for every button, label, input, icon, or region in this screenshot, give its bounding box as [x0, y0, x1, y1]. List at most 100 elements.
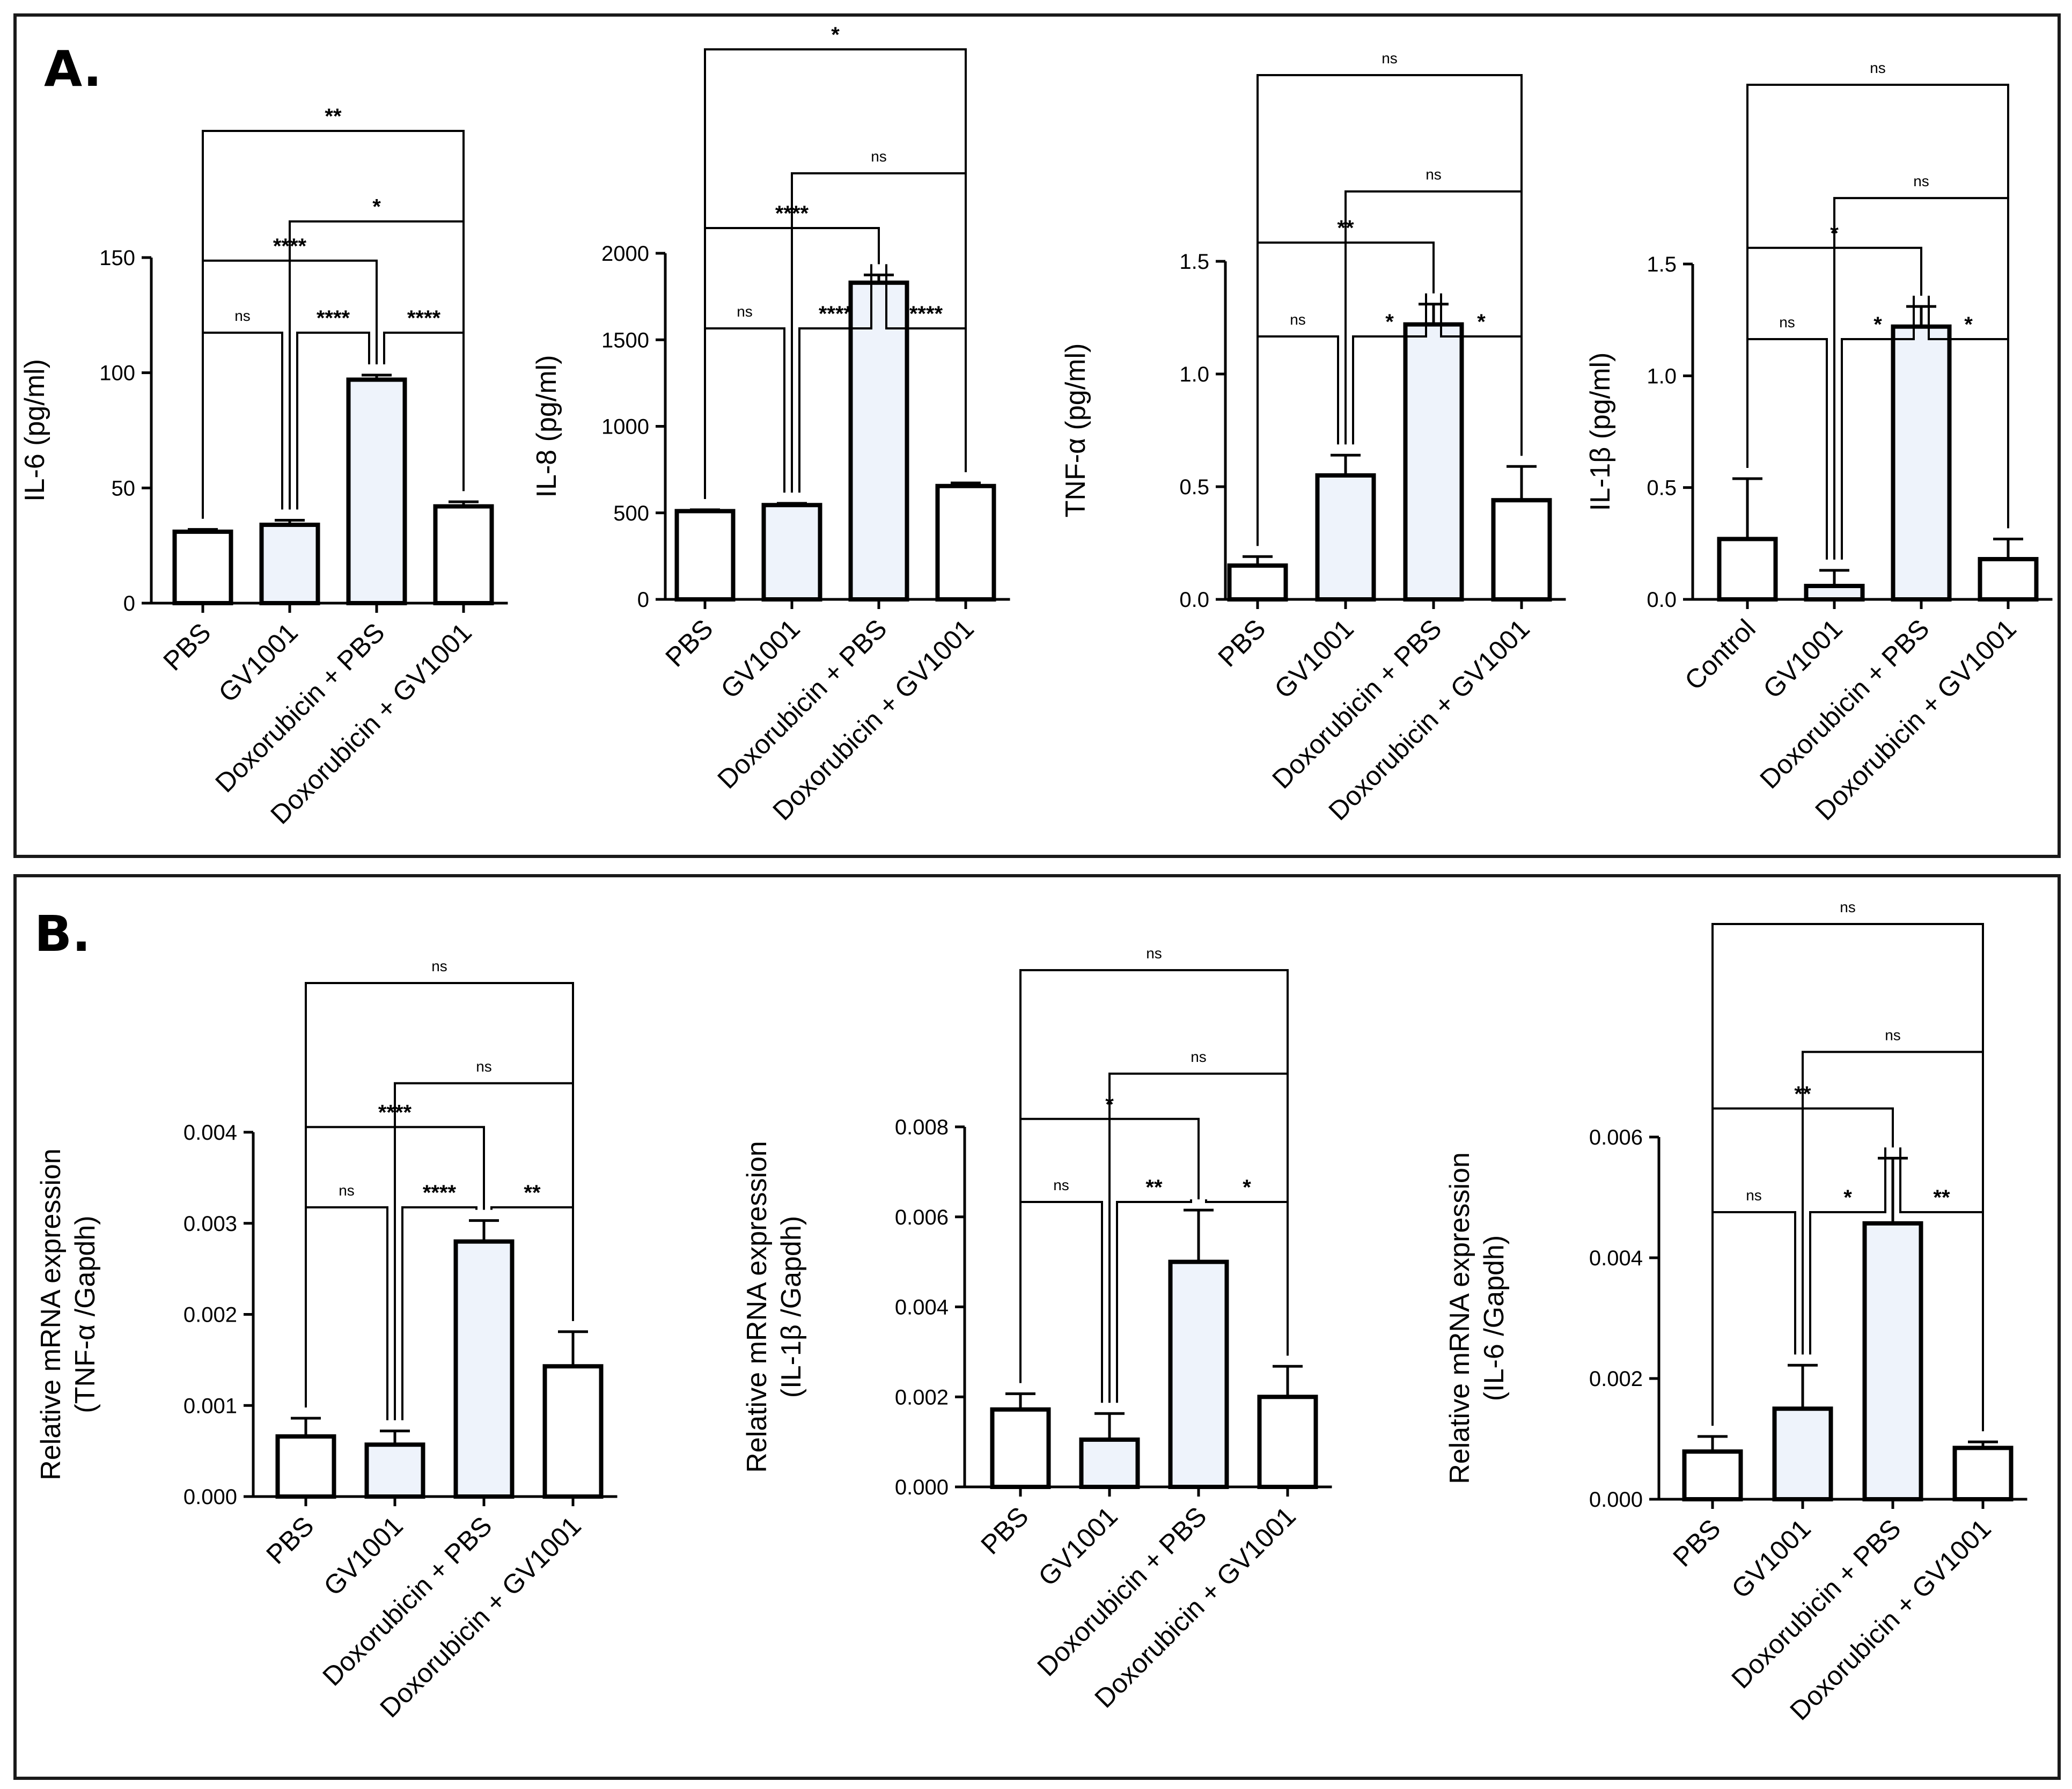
y-tick-label: 100	[99, 362, 135, 385]
bar	[1257, 1395, 1318, 1489]
significance-label: *	[1385, 310, 1394, 334]
significance-label: ns	[431, 958, 447, 974]
y-tick-label: 1000	[601, 415, 649, 439]
panel-b-label: B.	[34, 905, 91, 963]
significance-label: ns	[1779, 314, 1795, 331]
panel-a-label: A.	[44, 40, 102, 98]
y-tick-label: 500	[613, 502, 649, 525]
category-label: PBS	[1667, 1513, 1726, 1572]
y-tick-label: 0.003	[183, 1212, 237, 1236]
y-tick-label: 1.5	[1179, 250, 1209, 274]
significance-bracket	[202, 130, 465, 519]
y-tick-label: 2000	[601, 242, 649, 266]
bar	[935, 483, 996, 602]
chart-tnfa-protein: 0.0 0.5 1.0 1.5 TNF-α (pg/ml) PBSGV1001Doxoru…	[1060, 50, 1566, 826]
significance-label: *	[1477, 310, 1486, 334]
significance-label: **	[1933, 1186, 1950, 1209]
y-tick-label: 0.5	[1647, 476, 1677, 500]
bar	[1403, 322, 1464, 602]
y-axis-label: IL-8 (pg/ml)	[531, 355, 562, 498]
category-label: Doxorubicin + PBS	[1754, 613, 1935, 794]
bar	[1168, 1259, 1229, 1489]
y-tick-label: 0	[637, 588, 649, 612]
significance-label: *	[1873, 313, 1882, 336]
y-axis-label: Relative mRNA expression	[741, 1141, 773, 1472]
y-tick-label: 0.004	[895, 1296, 949, 1319]
bar	[1772, 1406, 1833, 1501]
y-tick-label: 0.006	[895, 1206, 949, 1229]
significance-bracket	[1711, 923, 1984, 1432]
significance-label: ns	[1053, 1177, 1069, 1193]
bar	[172, 529, 233, 606]
bar	[1717, 537, 1778, 602]
bar	[1891, 324, 1952, 602]
y-axis-label: (TNF-α /Gapdh)	[70, 1215, 101, 1413]
bar	[674, 509, 736, 602]
significance-label: ns	[339, 1182, 355, 1199]
significance-label: ns	[1870, 60, 1886, 76]
significance-label: *	[1243, 1176, 1251, 1199]
significance-label: ns	[1746, 1187, 1762, 1204]
y-tick-label: 0.000	[895, 1476, 949, 1499]
category-label: Doxorubicin + PBS	[317, 1511, 497, 1691]
y-tick-label: 0.000	[1589, 1488, 1643, 1512]
significance-bracket	[401, 1206, 477, 1420]
chart-il1b-mrna: 0.000 0.002 0.004 0.006 0.008 Relative mRNA e…	[741, 945, 1332, 1713]
y-tick-label: 0	[123, 592, 135, 615]
bar	[346, 377, 407, 606]
category-label: GV1001	[1268, 613, 1359, 704]
significance-bracket	[704, 48, 967, 499]
bar	[1682, 1449, 1743, 1501]
significance-bracket	[1809, 1147, 1886, 1355]
bar	[1978, 557, 2039, 602]
significance-bracket	[296, 332, 370, 510]
bar	[1952, 1446, 2014, 1501]
significance-bracket	[704, 327, 785, 499]
category-label: Doxorubicin + PBS	[209, 617, 390, 798]
y-tick-label: 0.0	[1647, 588, 1677, 612]
bar	[1227, 563, 1288, 602]
significance-label: ****	[909, 302, 943, 326]
chart-tnfa-mrna: 0.000 0.001 0.002 0.003 0.004 Relative mRNA e…	[35, 958, 618, 1723]
significance-label: ns	[1191, 1049, 1207, 1065]
significance-label: ns	[1382, 50, 1398, 67]
category-label: GV1001	[1032, 1501, 1123, 1592]
significance-bracket	[1257, 74, 1523, 546]
significance-label: *	[372, 195, 381, 219]
y-tick-label: 0.008	[895, 1116, 949, 1139]
category-label: GV1001	[318, 1511, 408, 1601]
bar	[761, 503, 822, 602]
significance-label: **	[1145, 1176, 1163, 1199]
bar	[1862, 1221, 1923, 1501]
category-label: Doxorubicin + PBS	[1725, 1513, 1906, 1694]
category-label: PBS	[659, 613, 718, 672]
significance-label: ns	[1290, 311, 1306, 328]
y-axis-label: TNF-α (pg/ml)	[1060, 343, 1091, 518]
chart-il8-protein: 0 500 1000 1500 2000 IL-8 (pg/ml) PBSGV1001Dox…	[531, 23, 1010, 826]
category-label: GV1001	[212, 617, 303, 708]
y-tick-label: 0.004	[183, 1121, 237, 1145]
significance-bracket	[1019, 1201, 1103, 1403]
significance-label: ns	[234, 307, 251, 324]
significance-bracket	[1841, 296, 1915, 560]
y-axis-label: IL-6 (pg/ml)	[19, 359, 50, 502]
category-label: Doxorubicin + PBS	[711, 613, 892, 794]
bar	[259, 523, 320, 605]
y-tick-label: 0.000	[183, 1485, 237, 1509]
significance-label: ns	[1913, 173, 1929, 189]
significance-label: ****	[819, 302, 853, 326]
chart-il6-mrna: 0.000 0.002 0.004 0.006 Relative mRNA expres…	[1444, 899, 2027, 1726]
significance-label: ns	[871, 148, 887, 165]
y-tick-label: 0.0	[1179, 588, 1209, 612]
y-axis-label: (IL-6 /Gapdh)	[1479, 1235, 1510, 1401]
bar	[364, 1442, 425, 1499]
y-axis-label: Relative mRNA expression	[35, 1148, 67, 1480]
significance-bracket	[1746, 84, 2009, 529]
y-axis-label: (IL-1β /Gapdh)	[776, 1216, 807, 1398]
significance-label: ns	[1840, 899, 1856, 915]
chart-il6-protein: 0 50 100 150 IL-6 (pg/ml) PBSGV1001Doxorubici…	[19, 105, 508, 830]
y-tick-label: 0.001	[183, 1394, 237, 1418]
significance-label: *	[831, 23, 840, 47]
bar	[453, 1239, 515, 1499]
y-tick-label: 0.002	[183, 1303, 237, 1327]
